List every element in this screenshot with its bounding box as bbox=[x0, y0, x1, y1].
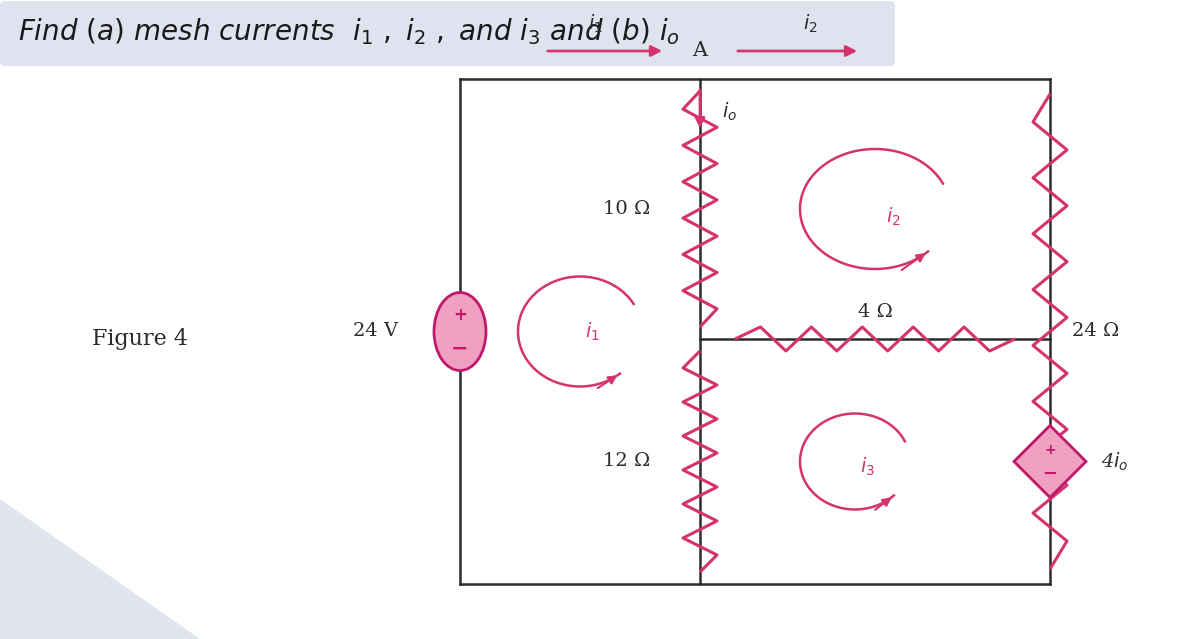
Text: $i_2$: $i_2$ bbox=[886, 206, 900, 228]
Text: −: − bbox=[451, 339, 469, 358]
Text: 4 Ω: 4 Ω bbox=[858, 303, 893, 321]
Text: −: − bbox=[1043, 465, 1057, 482]
Text: 4$i_o$: 4$i_o$ bbox=[1102, 450, 1129, 473]
Text: $i_1$: $i_1$ bbox=[584, 320, 599, 343]
Text: $i_1$: $i_1$ bbox=[588, 13, 602, 35]
Ellipse shape bbox=[434, 293, 486, 371]
FancyBboxPatch shape bbox=[0, 1, 895, 66]
Text: 24 V: 24 V bbox=[353, 323, 398, 341]
Text: $i_o$: $i_o$ bbox=[722, 101, 737, 123]
Text: $\it{Find\ (a)\ mesh\ currents\ \ }$$\it{i}_1$$\it{\ ,\ }$$\it{i}_2$$\it{\ ,\ an: $\it{Find\ (a)\ mesh\ currents\ \ }$$\it… bbox=[18, 17, 680, 47]
Text: 10 Ω: 10 Ω bbox=[602, 200, 650, 218]
Text: A: A bbox=[692, 42, 708, 61]
Text: $i_3$: $i_3$ bbox=[859, 456, 875, 477]
Text: 12 Ω: 12 Ω bbox=[602, 452, 650, 470]
Polygon shape bbox=[1014, 426, 1086, 498]
Text: +: + bbox=[1044, 442, 1056, 456]
Text: 24 Ω: 24 Ω bbox=[1072, 323, 1120, 341]
Polygon shape bbox=[0, 499, 200, 639]
Text: Figure 4: Figure 4 bbox=[92, 328, 188, 350]
Text: $i_2$: $i_2$ bbox=[803, 13, 817, 35]
Text: +: + bbox=[454, 305, 467, 323]
